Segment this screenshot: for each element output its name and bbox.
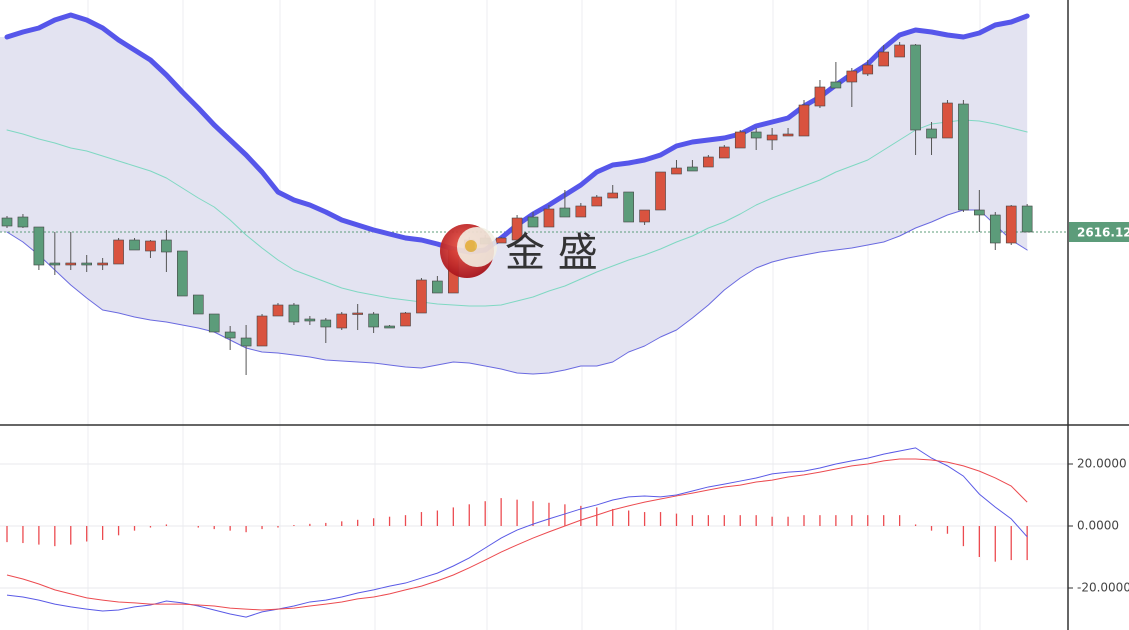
candle-body — [958, 103, 969, 211]
candle-body — [974, 209, 985, 216]
candle-body — [814, 86, 826, 107]
candle-body — [846, 70, 858, 83]
candle-body — [639, 209, 650, 223]
macd-line — [6, 447, 1028, 618]
candle-body — [607, 192, 619, 199]
candle-body — [97, 262, 108, 266]
candle-body — [830, 81, 842, 89]
candle-body — [129, 239, 140, 251]
logo-dot — [465, 240, 477, 252]
candle-body — [17, 216, 29, 228]
candle-body — [798, 104, 810, 137]
candle-body — [750, 131, 762, 139]
band-fill — [0, 15, 1028, 374]
candle-body — [177, 250, 188, 297]
candle-body — [989, 214, 1001, 244]
candle-body — [878, 51, 890, 67]
candle-body — [145, 240, 156, 252]
candle-body — [320, 319, 332, 328]
candle-body — [416, 279, 427, 314]
candle-body — [527, 216, 539, 228]
candle-body — [910, 44, 921, 131]
candle-body — [942, 102, 953, 139]
y-tick-label: 20.0000 — [1077, 457, 1127, 471]
y-tick-label: -20.0000 — [1077, 580, 1129, 594]
candle-body — [655, 171, 666, 211]
candle-body — [384, 325, 395, 329]
macd-panel — [0, 447, 1068, 618]
candle-body — [224, 331, 236, 339]
band-line — [6, 119, 1028, 307]
candle-body — [495, 237, 507, 244]
candle-body — [432, 280, 443, 294]
candle-body — [49, 262, 61, 266]
last-price-box — [1069, 222, 1129, 242]
candle-body — [926, 128, 937, 139]
candle-body — [591, 196, 603, 207]
candle-body — [511, 217, 523, 241]
candle-body — [65, 262, 77, 266]
candle-body — [623, 191, 634, 223]
last-price-label: 2616.12 — [1077, 226, 1129, 240]
candle-body — [240, 337, 252, 347]
candle-body — [687, 166, 698, 172]
axis: 2616.12 20.0000 0.0000 -20.0000 — [1068, 222, 1129, 594]
candle-body — [113, 239, 124, 265]
candle-body — [256, 315, 268, 347]
candle-body — [1, 217, 13, 227]
candle-body — [718, 146, 730, 159]
candle-body — [862, 64, 874, 75]
candle-body — [288, 304, 300, 323]
candle-body — [575, 205, 587, 218]
logo-crescent — [457, 227, 497, 267]
candle-body — [766, 134, 778, 141]
candle-body — [782, 133, 794, 137]
candle-body — [192, 294, 204, 315]
watermark: 金 盛 — [440, 224, 598, 278]
candle-body — [703, 156, 714, 168]
watermark-text: 金 盛 — [505, 230, 598, 276]
candle-body — [208, 313, 220, 333]
candle-body — [368, 313, 379, 328]
candle-body — [304, 318, 316, 322]
candle-body — [336, 313, 348, 329]
candle-body — [400, 312, 411, 327]
candle-body — [1021, 205, 1033, 233]
price-panel — [0, 12, 1068, 375]
candle-body — [894, 44, 905, 58]
candle-body — [81, 262, 92, 266]
y-tick-label: 0.0000 — [1077, 519, 1119, 533]
candle-body — [33, 226, 45, 266]
candle-body — [671, 167, 682, 175]
candle-body — [1005, 205, 1017, 244]
candle-body — [352, 312, 363, 315]
candle-body — [559, 207, 571, 218]
candle-body — [161, 239, 172, 253]
candle-body — [543, 208, 555, 228]
candle-body — [734, 131, 746, 149]
band-line — [6, 209, 1028, 375]
candle-body — [272, 304, 284, 317]
macd-line — [6, 458, 1028, 611]
